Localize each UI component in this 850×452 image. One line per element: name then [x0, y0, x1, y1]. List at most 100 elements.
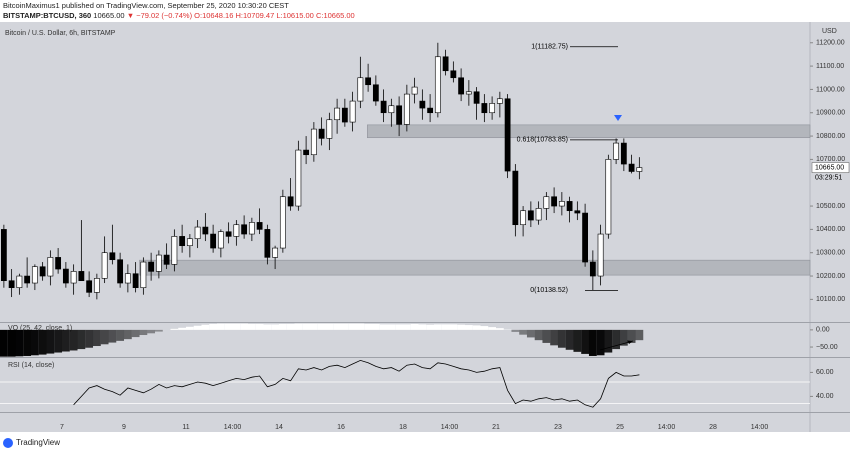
oscillator-bar: [255, 324, 264, 330]
candle-body: [527, 210, 534, 221]
oscillator-bar: [534, 329, 543, 341]
chart-background: [0, 22, 850, 432]
oscillator-bar: [635, 329, 644, 341]
brand-name: TradingView: [16, 438, 60, 447]
oscillator-bar: [294, 323, 303, 330]
oscillator-bar: [619, 329, 628, 346]
oscillator-bar: [464, 325, 473, 330]
candle-body: [93, 278, 100, 293]
candle-body: [264, 229, 271, 258]
oscillator-bar: [410, 324, 419, 330]
candle-body: [109, 252, 116, 261]
candle-body: [543, 196, 550, 209]
candle-body: [31, 266, 38, 284]
candle-body: [589, 261, 596, 277]
y-tick-label: 11100.00: [816, 63, 844, 70]
oscillator-bar: [550, 329, 559, 346]
oscillator-bar: [7, 329, 16, 357]
candle-body: [628, 163, 635, 172]
oscillator-bar: [193, 325, 202, 330]
oscillator-bar: [542, 329, 551, 343]
candle-body: [465, 91, 472, 95]
candle-body: [272, 247, 279, 258]
candle-body: [24, 275, 31, 284]
candle-body: [574, 210, 581, 214]
oscillator-bar: [224, 323, 233, 330]
x-tick-label: 23: [554, 424, 562, 431]
last-price-box: [811, 162, 850, 173]
candle-body: [388, 105, 395, 114]
candle-body: [140, 261, 147, 289]
candle-body: [357, 77, 364, 102]
x-tick-label: 16: [337, 424, 345, 431]
candle-body: [70, 271, 77, 284]
candle-body: [148, 261, 155, 272]
x-tick-label: 14:00: [224, 424, 242, 431]
oscillator-bar: [441, 324, 450, 330]
oscillator-bar: [240, 323, 249, 330]
candle-body: [303, 149, 310, 156]
x-tick-label: 25: [616, 424, 624, 431]
y-tick-label: 10200.00: [816, 273, 845, 280]
oscillator-bar: [627, 329, 636, 343]
candle-body: [186, 238, 193, 247]
oscillator-bar: [232, 323, 241, 330]
candle-body: [396, 105, 403, 125]
oscillator-bar: [278, 324, 287, 330]
oscillator-bar: [495, 328, 504, 330]
candle-body: [419, 100, 426, 109]
x-tick-label: 9: [122, 424, 126, 431]
candle-body: [248, 222, 255, 235]
y-tick-label: 10100.00: [816, 296, 845, 303]
y-tick-label: −50.00: [816, 344, 838, 351]
candle-body: [365, 77, 372, 86]
candle-body: [8, 280, 15, 289]
symbol-line: BITSTAMP:BTCUSD, 360 10665.00 ▼ −79.02 (…: [3, 11, 355, 21]
author-line: BitcoinMaximus1 published on TradingView…: [3, 1, 289, 10]
candle-body: [318, 128, 325, 139]
candle-body: [86, 280, 93, 293]
oscillator-bar: [612, 329, 621, 350]
y-tick-label: 10700.00: [816, 156, 845, 163]
candle-body: [256, 222, 263, 230]
fib-label: 0.618(10783.85): [517, 137, 568, 144]
x-tick-label: 28: [709, 424, 717, 431]
oscillator-bar: [488, 327, 497, 330]
oscillator-bar: [457, 324, 466, 330]
candle-body: [636, 167, 643, 172]
fib-label: 0(10138.52): [530, 287, 568, 294]
candle-body: [0, 229, 7, 282]
candle-body: [489, 103, 496, 114]
oscillator-bar: [325, 323, 334, 330]
countdown: 03:29:51: [815, 174, 842, 181]
oscillator-bar: [565, 329, 574, 350]
candle-body: [287, 196, 294, 207]
oscillator-bar: [395, 324, 404, 330]
oscillator-bar: [216, 323, 225, 330]
candle-body: [78, 271, 85, 282]
oscillator-bar: [147, 329, 156, 334]
candle-body: [39, 266, 46, 277]
pane-title: Bitcoin / U.S. Dollar, 6h, BITSTAMP: [5, 30, 116, 37]
candle-body: [582, 212, 589, 263]
candle-body: [558, 201, 565, 207]
oscillator-bar: [30, 329, 39, 356]
oscillator-bar: [139, 329, 148, 336]
oscillator-bar: [154, 329, 163, 332]
x-tick-label: 14: [275, 424, 283, 431]
candle-body: [117, 259, 124, 284]
candle-body: [225, 231, 232, 237]
candle-body: [496, 98, 503, 104]
candle-body: [566, 201, 573, 212]
candle-body: [202, 226, 209, 235]
pane-title: VO (25, 42, close, 1): [8, 325, 72, 332]
candle-body: [403, 93, 410, 125]
candle-body: [434, 56, 441, 114]
oscillator-bar: [379, 324, 388, 330]
oscillator-bar: [178, 327, 187, 330]
oscillator-bar: [480, 326, 489, 330]
last-price-label: 10665.00: [815, 164, 844, 171]
candle-body: [613, 142, 620, 160]
y-tick-label: 10400.00: [816, 226, 845, 233]
oscillator-bar: [170, 328, 179, 330]
